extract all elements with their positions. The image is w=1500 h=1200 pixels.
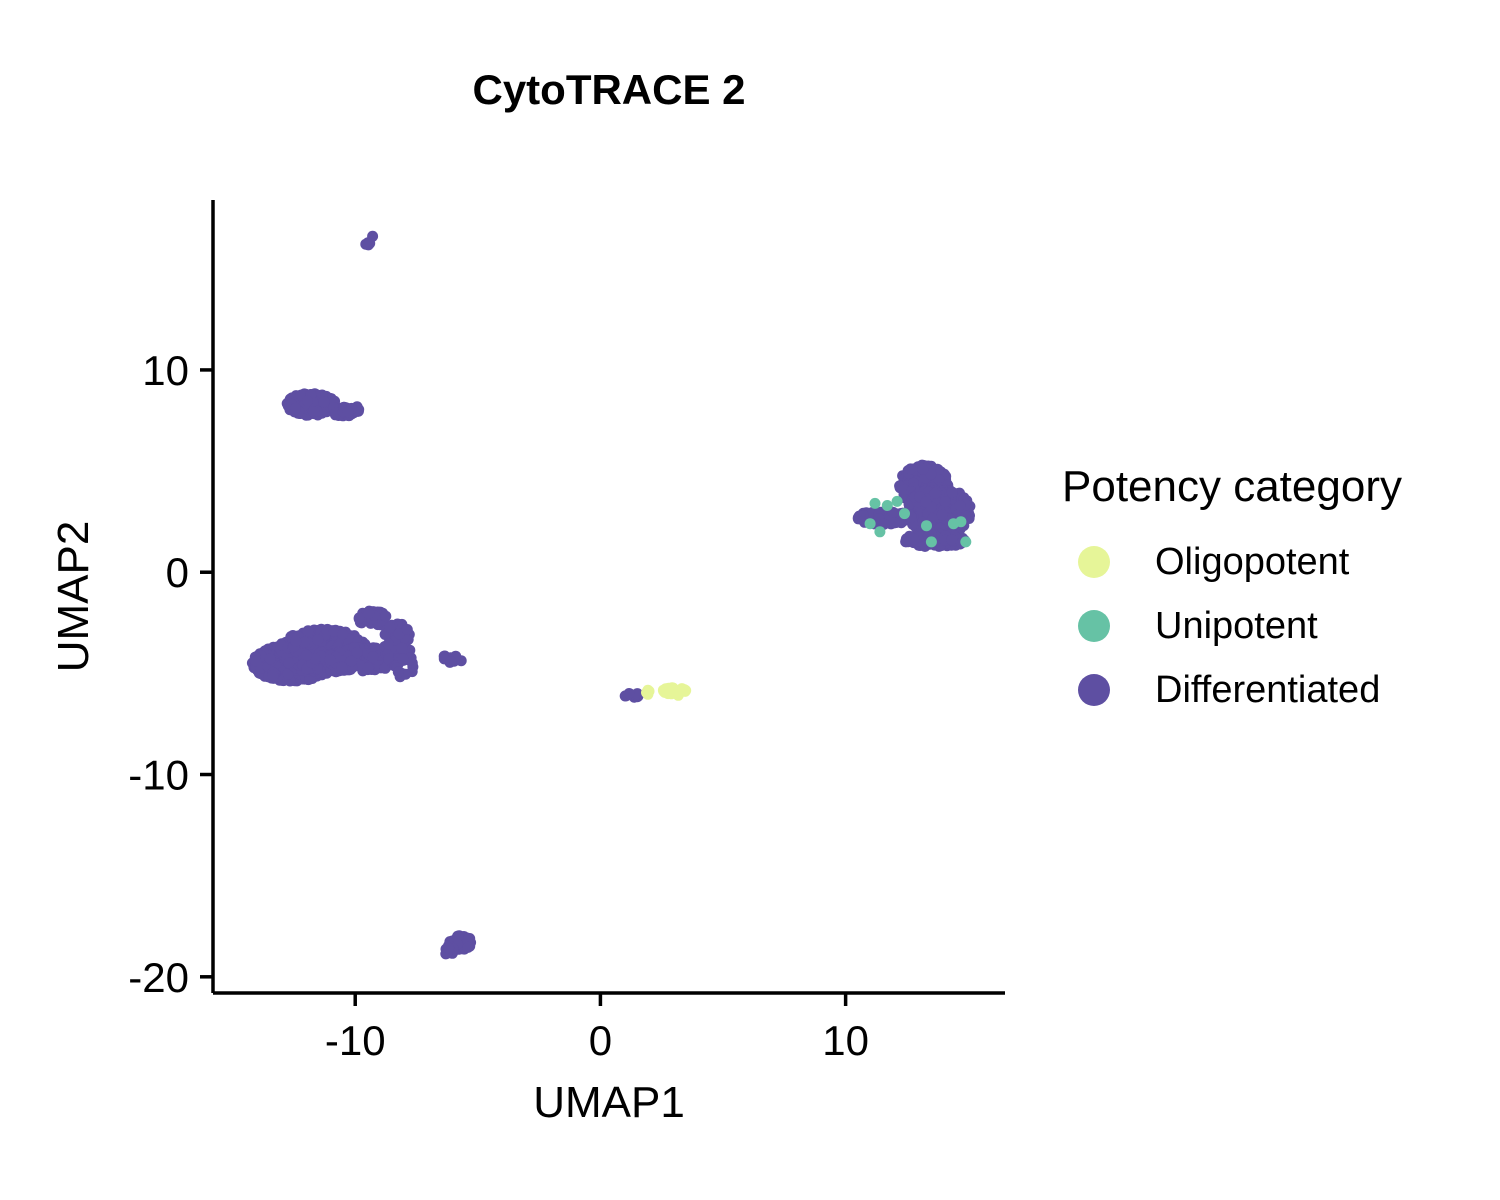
y-tick-label: 0: [166, 549, 189, 596]
data-point-differentiated: [936, 509, 948, 521]
legend-item-oligopotent: Oligopotent: [1062, 530, 1402, 594]
data-point-differentiated: [250, 655, 262, 667]
data-point-differentiated: [946, 486, 958, 498]
chart-title: CytoTRACE 2: [472, 66, 746, 113]
data-point-differentiated: [452, 931, 464, 942]
data-point-differentiated: [939, 496, 951, 508]
legend-item-differentiated: Differentiated: [1062, 658, 1402, 722]
data-point-differentiated: [925, 468, 937, 480]
data-point-differentiated: [283, 657, 295, 669]
data-point-differentiated: [337, 628, 349, 640]
x-ticks: -10 0 10: [325, 993, 869, 1064]
data-point-differentiated: [462, 941, 474, 953]
legend-key-unipotent: [1078, 610, 1110, 642]
data-point-differentiated: [364, 237, 376, 249]
data-point-differentiated: [298, 636, 310, 648]
data-point-differentiated: [401, 624, 413, 635]
data-point-differentiated: [282, 668, 294, 680]
data-point-unipotent: [864, 518, 876, 530]
data-point-differentiated: [397, 653, 409, 665]
data-point-differentiated: [302, 625, 314, 637]
data-point-unipotent: [960, 536, 972, 548]
legend-item-unipotent: Unipotent: [1062, 594, 1402, 658]
data-point-differentiated: [351, 647, 363, 659]
legend-key-oligopotent: [1078, 546, 1110, 578]
data-point-differentiated: [946, 534, 958, 546]
y-axis-title: UMAP2: [49, 521, 98, 673]
y-tick-label: -10: [128, 752, 189, 799]
data-point-differentiated: [367, 651, 379, 663]
legend-label-oligopotent: Oligopotent: [1155, 540, 1350, 583]
data-point-unipotent: [891, 495, 903, 507]
data-point-oligopotent: [663, 686, 675, 698]
data-point-differentiated: [920, 496, 932, 508]
data-point-differentiated: [954, 500, 966, 511]
x-tick-label: 0: [589, 1017, 612, 1064]
y-tick-label: -20: [128, 954, 189, 1001]
data-point-differentiated: [308, 406, 320, 417]
data-point-differentiated: [318, 396, 330, 408]
data-point-differentiated: [362, 662, 374, 674]
legend-label-unipotent: Unipotent: [1155, 604, 1318, 647]
data-point-differentiated: [393, 628, 405, 640]
data-point-unipotent: [881, 500, 893, 511]
data-point-differentiated: [623, 688, 635, 699]
x-axis-title: UMAP1: [533, 1078, 685, 1127]
data-point-differentiated: [363, 608, 375, 619]
data-point-differentiated: [312, 634, 324, 646]
data-point-unipotent: [899, 508, 910, 520]
legend-title: Potency category: [1062, 462, 1402, 511]
y-tick-label: 10: [142, 347, 189, 394]
data-point-differentiated: [267, 669, 279, 681]
data-point-unipotent: [955, 516, 967, 528]
legend-label-differentiated: Differentiated: [1155, 668, 1381, 711]
data-point-differentiated: [309, 653, 321, 665]
data-point-oligopotent: [642, 684, 654, 696]
data-point-differentiated: [445, 656, 457, 668]
data-point-differentiated: [353, 612, 365, 624]
legend-key-differentiated: [1078, 674, 1110, 706]
data-point-unipotent: [874, 526, 886, 538]
data-point-differentiated: [302, 395, 313, 407]
legend: Potency category Oligopotent Unipotent D…: [1062, 462, 1402, 722]
data-point-differentiated: [324, 654, 336, 666]
y-ticks: -20 -10 0 10: [128, 347, 213, 1001]
data-point-differentiated: [290, 635, 302, 647]
data-point-oligopotent: [678, 684, 690, 696]
data-point-differentiated: [342, 406, 354, 418]
data-point-differentiated: [917, 463, 929, 475]
data-point-differentiated: [384, 621, 396, 633]
data-point-differentiated: [908, 533, 920, 545]
data-point-differentiated: [382, 638, 394, 650]
data-point-differentiated: [301, 649, 313, 661]
data-point-differentiated: [264, 653, 276, 665]
data-point-differentiated: [380, 610, 392, 622]
data-point-differentiated: [336, 661, 348, 673]
data-point-differentiated: [905, 463, 917, 475]
data-point-differentiated: [396, 642, 408, 654]
x-tick-label: -10: [325, 1017, 386, 1064]
points-layer: [246, 230, 976, 960]
data-point-unipotent: [869, 497, 881, 509]
data-point-differentiated: [392, 666, 404, 678]
data-point-unipotent: [925, 536, 937, 548]
data-point-differentiated: [929, 487, 941, 499]
data-point-differentiated: [443, 942, 455, 954]
data-point-differentiated: [290, 403, 301, 415]
data-point-unipotent: [921, 520, 932, 532]
data-point-differentiated: [345, 655, 357, 667]
x-tick-label: 10: [822, 1017, 869, 1064]
data-point-differentiated: [631, 688, 643, 700]
